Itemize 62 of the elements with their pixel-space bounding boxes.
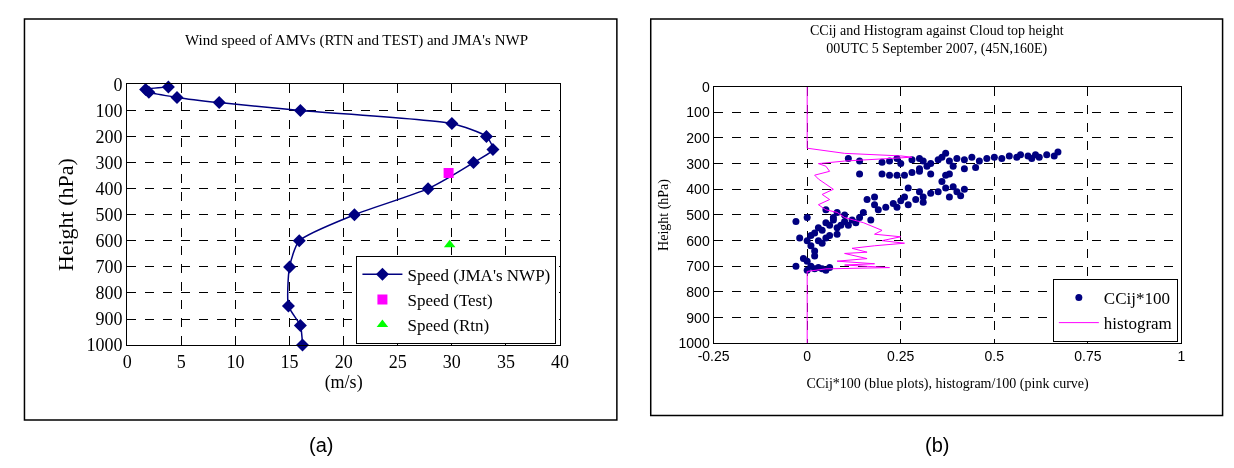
y-axis-title: Height (hPa) [656,178,673,251]
y-tick-label: 700 [95,257,123,278]
legend-label: histogram [1103,314,1172,334]
x-tick-label: 0 [803,348,812,365]
legend-label: Speed (Rtn) [407,316,490,336]
legend-label: Speed (JMA's NWP) [407,265,551,285]
y-tick-label: 300 [95,152,123,173]
point [466,156,480,170]
y-tick-label: 100 [95,100,123,121]
x-axis-title: (m/s) [324,371,363,393]
x-tick-label: 5 [176,351,186,372]
y-tick-label: 1000 [86,335,123,356]
chart-title: Wind speed of AMVs (RTN and TEST) and JMA's NWP [185,32,528,49]
point [293,319,307,333]
y-tick-label: 200 [686,129,710,146]
x-tick-label: 0.25 [887,348,915,365]
text: (a) [309,434,334,456]
point [170,90,184,104]
y-tick-label: 400 [95,178,123,199]
text: (b) [925,434,950,456]
point [445,116,459,130]
chart-title: CCij and Histogram against Cloud top height [810,23,1064,38]
point [347,208,361,222]
x-tick-label: 10 [226,351,245,372]
x-tick-label: 20 [334,351,353,372]
y-tick-label: 600 [686,232,710,249]
x-tick-label: 25 [388,351,407,372]
point [421,182,435,196]
point [281,299,295,313]
x-tick-label: 0.5 [984,348,1005,365]
point [283,260,297,274]
x-tick-label: 40 [551,351,570,372]
point [212,96,226,110]
y-axis-title: Height (hPa) [53,158,79,272]
y-tick-label: 0 [113,74,123,95]
y-tick-label: 500 [95,205,123,226]
x-tick-label: 1 [1177,348,1186,365]
y-tick-label: 200 [95,126,123,147]
y-tick-label: 500 [686,206,710,223]
x-tick-label: 30 [442,351,461,372]
y-tick-label: 800 [686,283,710,300]
y-tick-label: 600 [95,231,123,252]
y-tick-label: 0 [701,78,710,95]
point [486,143,500,157]
chart-subtitle: 00UTC 5 September 2007, (45N,160E) [826,41,1048,58]
legend-label: CCij*100 [1103,289,1170,309]
y-tick-label: 400 [686,181,710,198]
legend-label: Speed (Test) [407,291,493,311]
x-tick-label: 35 [496,351,515,372]
y-tick-label: 800 [95,283,123,304]
y-tick-label: 100 [686,104,710,121]
y-tick-label: 700 [686,258,710,275]
point [479,130,493,144]
y-tick-label: 900 [686,309,710,326]
x-axis-title: CCij*100 (blue plots), histogram/100 (pink curve) [806,375,1090,392]
point [293,103,307,117]
y-tick-label: 900 [95,309,123,330]
x-tick-label: 15 [280,351,299,372]
point [292,234,306,248]
y-tick-label: 300 [686,155,710,172]
point [443,168,454,179]
x-tick-label: 0.75 [1074,348,1102,365]
